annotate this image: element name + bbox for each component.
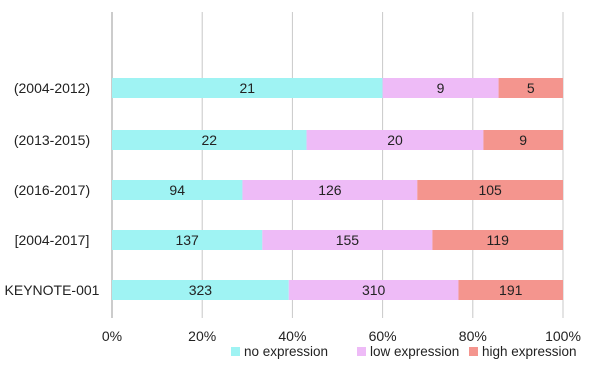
bar-segment (112, 180, 243, 200)
bar-value-label: 20 (387, 132, 403, 148)
x-tick-label: 40% (278, 328, 306, 344)
x-tick-label: 0% (102, 328, 122, 344)
bar-value-label: 119 (487, 232, 510, 248)
bar-value-label: 323 (189, 282, 213, 298)
bar-segment (458, 280, 563, 300)
category-label: (2016-2017) (14, 182, 90, 198)
bar-value-label: 191 (499, 282, 523, 298)
bars (112, 78, 563, 300)
bar-segment (112, 78, 383, 98)
bar-value-label: 22 (201, 132, 217, 148)
bar-value-label: 9 (519, 132, 527, 148)
x-tick-label: 60% (369, 328, 397, 344)
bar-segment (483, 130, 563, 150)
bar-value-label: 21 (240, 80, 256, 96)
bar-segment (262, 230, 433, 250)
bar-value-label: 310 (362, 282, 386, 298)
legend-label: no expression (244, 344, 328, 359)
bar-segment (382, 78, 499, 98)
bar-value-label: 137 (175, 232, 199, 248)
legend-swatch (357, 347, 366, 356)
bar-value-label: 105 (478, 182, 502, 198)
bar-segment (242, 180, 418, 200)
legend-swatch (231, 347, 240, 356)
bar-value-label: 9 (437, 80, 445, 96)
category-label: KEYNOTE-001 (5, 282, 100, 298)
x-tick-label: 20% (188, 328, 216, 344)
category-label: [2004-2017] (15, 232, 90, 248)
bar-segment (498, 78, 563, 98)
bar-value-label: 126 (318, 182, 342, 198)
bar-segment (417, 180, 563, 200)
legend-swatch (469, 347, 478, 356)
category-label: (2004-2012) (14, 80, 90, 96)
bar-segment (112, 230, 263, 250)
category-label: (2013-2015) (14, 132, 90, 148)
bar-segment (112, 130, 307, 150)
bar-value-label: 155 (336, 232, 360, 248)
legend-label: low expression (370, 344, 459, 359)
bar-value-label: 5 (527, 80, 535, 96)
bar-segment (432, 230, 563, 250)
bar-segment (306, 130, 484, 150)
bar-value-label: 94 (169, 182, 185, 198)
legend: no expression low expression high expressi… (231, 344, 577, 359)
x-tick-label: 100% (545, 328, 581, 344)
labels: 0% 20% 40% 60% 80% 100% 21 9 5 (2004-2012) 22 20 9 (2… (5, 80, 581, 344)
legend-label: high expression (482, 344, 577, 359)
gridlines (111, 12, 564, 318)
x-tick-label: 80% (459, 328, 487, 344)
bar-segment (112, 280, 289, 300)
bar-segment (288, 280, 459, 300)
